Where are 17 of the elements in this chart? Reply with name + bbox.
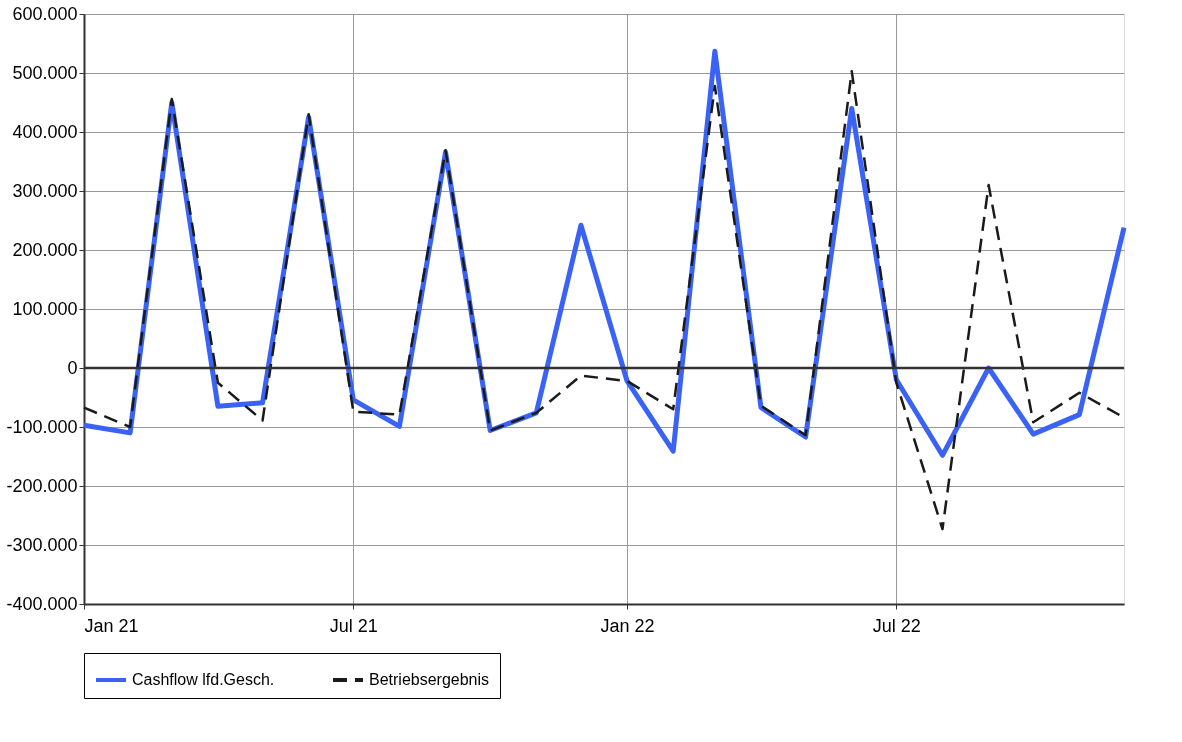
y-tick-label: 0	[67, 357, 78, 378]
x-tick-label: Jul 22	[872, 615, 921, 636]
y-tick-label: 300.000	[12, 180, 78, 201]
y-tick-label: -100.000	[6, 416, 78, 437]
y-tick-label: 400.000	[12, 121, 78, 142]
y-tick-label: 200.000	[12, 239, 78, 260]
x-tick-label: Jan 22	[600, 615, 655, 636]
legend-label: Betriebsergebnis	[369, 671, 490, 688]
x-tick-label: Jul 21	[329, 615, 378, 636]
y-tick-label: -200.000	[6, 475, 78, 496]
x-tick-label: Jan 21	[84, 615, 139, 636]
y-tick-label: 600.000	[12, 3, 78, 24]
y-tick-label: 500.000	[12, 62, 78, 83]
y-tick-label: -400.000	[6, 593, 78, 614]
y-tick-label: -300.000	[6, 534, 78, 555]
y-tick-label: 100.000	[12, 298, 78, 319]
legend-label: Cashflow lfd.Gesch.	[132, 671, 275, 688]
